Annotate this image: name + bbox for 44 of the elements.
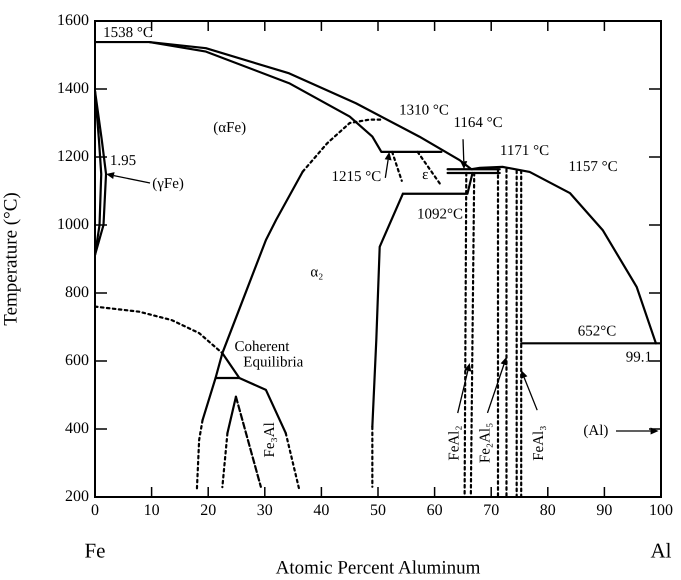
y-axis-title: Temperature (°C) [0,192,22,326]
y-tick-label: 400 [65,420,89,438]
annotation: 1164 °C [453,115,503,132]
x-tick-label: 0 [91,502,99,519]
x-tick-label: 90 [596,502,612,519]
annotation: 1538 °C [103,25,153,42]
x-tick-label: 70 [483,502,500,519]
annotation: FeAl₂ [446,425,463,461]
y-tick-label: 200 [65,488,89,506]
x-tick-label: 40 [313,502,330,519]
y-tick-label: 1400 [57,80,89,98]
x-tick-label: 100 [649,502,673,519]
y-tick-label: 600 [65,352,89,370]
y-tick-label: 1200 [57,148,89,166]
annotation: Fe₂Al₅ [477,422,494,464]
x-tick-label: 50 [370,502,386,519]
annotation: ε [422,166,428,183]
annotation: (Al) [583,422,608,439]
x-tick-label: 80 [540,502,556,519]
x-tick-label: 30 [256,502,273,519]
annotation: α₂ [310,264,324,281]
annotation: 1092°C [416,206,463,223]
annotation: FeAl₃ [531,426,548,461]
annotation: 1310 °C [399,102,449,119]
annotation: 1157 °C [568,159,618,176]
y-tick-label: 1000 [57,216,89,234]
annotation: 652°C [578,323,616,340]
text: Al [650,538,672,563]
y-tick-label: 800 [65,284,89,302]
annotation: 1.95 [110,152,136,169]
x-tick-label: 20 [200,502,216,519]
x-axis-title: Atomic Percent Aluminum [276,558,481,579]
y-tick-label: 1600 [57,12,89,30]
annotation: Coherent [234,338,290,355]
annotation: 99.1 [626,349,652,366]
annotation: Fe₃Al [262,422,278,458]
annotation: Equilibria [243,354,304,371]
text: Fe [84,538,106,563]
annotation: 1215 °C [331,168,382,185]
x-tick-label: 60 [426,502,443,519]
annotation: 1171 °C [500,142,550,159]
annotation: (γFe) [152,176,184,192]
x-tick-label: 10 [144,502,160,519]
annotation: (αFe) [213,120,246,136]
